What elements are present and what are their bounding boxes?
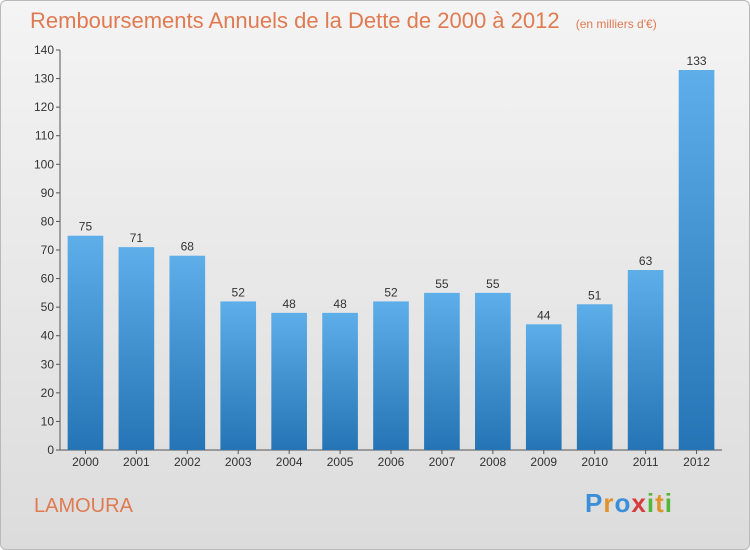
logo-letter: i xyxy=(646,488,656,518)
x-tick-label: 2006 xyxy=(378,455,405,469)
bar xyxy=(322,312,358,450)
y-tick-label: 0 xyxy=(47,443,54,457)
bar xyxy=(576,304,613,450)
bar xyxy=(169,255,206,450)
y-tick-label: 100 xyxy=(34,157,54,171)
bar xyxy=(424,292,460,450)
x-tick-label: 2011 xyxy=(633,455,659,469)
bar xyxy=(220,301,257,450)
y-tick-label: 20 xyxy=(41,386,55,400)
x-tick-label: 2012 xyxy=(683,455,710,469)
bar-value-label: 68 xyxy=(181,240,195,254)
commune-name: LAMOURA xyxy=(34,495,133,517)
x-tick-label: 2008 xyxy=(479,455,506,469)
y-tick-label: 130 xyxy=(34,72,54,86)
bar xyxy=(678,70,715,450)
y-tick-label: 70 xyxy=(41,243,55,257)
y-tick-label: 50 xyxy=(41,300,55,314)
logo-letter: i xyxy=(664,488,673,518)
bar-value-label: 63 xyxy=(639,254,653,268)
title-text: Remboursements Annuels de la Dette de 20… xyxy=(30,8,560,33)
x-tick-label: 2010 xyxy=(581,455,608,469)
bar-value-label: 52 xyxy=(384,285,398,299)
y-tick-label: 40 xyxy=(41,329,55,343)
bar-value-label: 52 xyxy=(232,285,246,299)
bar xyxy=(118,247,155,450)
bar xyxy=(271,312,307,450)
y-tick-label: 10 xyxy=(41,414,55,428)
x-tick-label: 2004 xyxy=(276,455,303,469)
y-tick-label: 90 xyxy=(41,186,55,200)
x-tick-label: 2002 xyxy=(174,455,201,469)
bar xyxy=(525,324,562,450)
bar xyxy=(67,235,104,450)
bars: 75 71 68 52 48 48 52 55 55 44 51 63 133 xyxy=(67,54,715,450)
bar xyxy=(475,292,511,450)
bar-value-label: 71 xyxy=(130,231,144,245)
y-tick-label: 120 xyxy=(34,100,54,114)
bar-value-label: 48 xyxy=(282,297,296,311)
bar-value-label: 133 xyxy=(687,54,707,68)
x-tick-label: 2009 xyxy=(530,455,557,469)
logo-letter: x xyxy=(631,488,647,518)
logo-letter: o xyxy=(614,488,632,518)
y-tick-label: 80 xyxy=(41,214,55,228)
logo-letter: t xyxy=(655,488,665,518)
bar-value-label: 51 xyxy=(588,288,602,302)
x-tick-label: 2007 xyxy=(429,455,456,469)
bar xyxy=(373,301,409,450)
title-unit: (en milliers d'€) xyxy=(575,17,657,31)
bar-value-label: 75 xyxy=(79,220,93,234)
logo-letter: P xyxy=(585,488,604,518)
x-tick-label: 2001 xyxy=(123,455,150,469)
logo-letter: r xyxy=(603,488,615,518)
y-tick-label: 30 xyxy=(41,357,55,371)
proxiti-logo: Proxiti xyxy=(585,488,673,519)
x-tick-label: 2005 xyxy=(327,455,354,469)
bar-value-label: 55 xyxy=(486,277,500,291)
x-tick-label: 2000 xyxy=(72,455,99,469)
chart-title: Remboursements Annuels de la Dette de 20… xyxy=(30,8,657,34)
y-tick-label: 60 xyxy=(41,272,55,286)
y-tick-label: 110 xyxy=(35,129,54,143)
bar-value-label: 44 xyxy=(537,308,551,322)
y-tick-label: 140 xyxy=(34,43,54,57)
x-tick-label: 2003 xyxy=(225,455,252,469)
bar-value-label: 55 xyxy=(435,277,449,291)
bar-value-label: 48 xyxy=(333,297,347,311)
bar xyxy=(627,270,664,450)
